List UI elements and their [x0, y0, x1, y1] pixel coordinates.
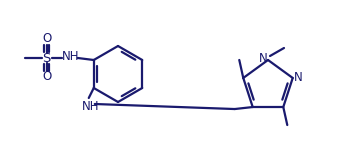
Text: O: O — [42, 32, 51, 46]
Text: O: O — [42, 71, 51, 83]
Text: NH: NH — [82, 100, 99, 114]
Text: N: N — [258, 51, 267, 64]
Text: NH: NH — [62, 51, 80, 63]
Text: S: S — [42, 51, 51, 64]
Text: N: N — [294, 71, 303, 84]
